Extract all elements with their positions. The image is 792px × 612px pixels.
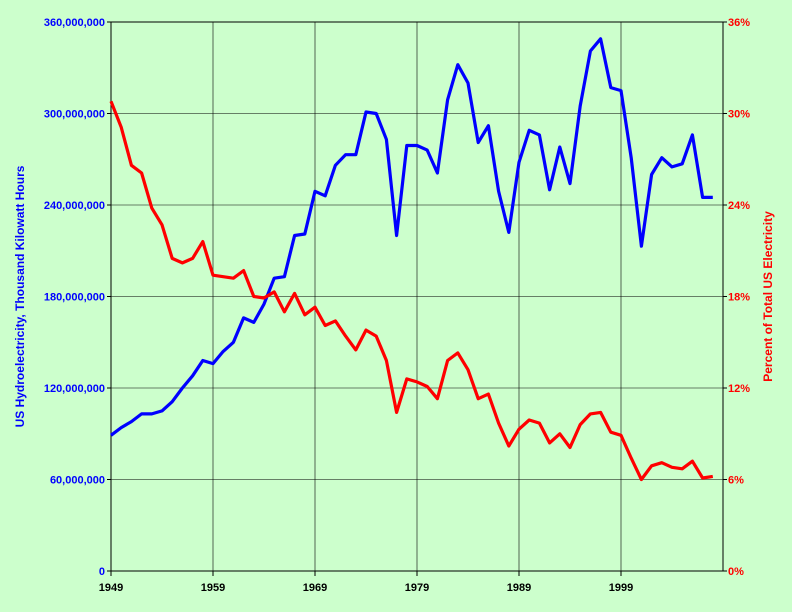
right-axis-tick-labels: 0% 6% 12% 18% 24% 30% 36%	[723, 17, 750, 578]
left-axis-title: US Hydroelectricity, Thousand Kilowatt H…	[13, 165, 27, 427]
hydroelectricity-kwh-line	[110, 37, 713, 437]
x-axis-tick-labels: 1949 1959 1969 1979 1989 1999	[99, 571, 633, 594]
right-tick-label: 6%	[728, 475, 744, 487]
left-axis-tick-labels: 0 60,000,000 120,000,000 180,000,000 240,000…	[44, 17, 111, 578]
gridlines	[111, 22, 723, 571]
x-tick-label: 1969	[303, 582, 327, 594]
right-tick-label: 24%	[728, 200, 750, 212]
right-tick-label: 36%	[728, 17, 750, 29]
x-tick-label: 1979	[405, 582, 429, 594]
left-tick-label: 240,000,000	[44, 200, 105, 212]
right-tick-label: 30%	[728, 109, 750, 121]
left-tick-label: 360,000,000	[44, 17, 105, 29]
right-axis-title: Percent of Total US Electricity	[761, 211, 775, 382]
series-lines	[109, 37, 714, 482]
x-tick-label: 1989	[507, 582, 531, 594]
left-tick-label: 180,000,000	[44, 292, 105, 304]
x-tick-label: 1959	[201, 582, 225, 594]
left-tick-label: 0	[99, 566, 105, 578]
right-tick-label: 12%	[728, 383, 750, 395]
x-tick-label: 1949	[99, 582, 123, 594]
left-tick-label: 60,000,000	[50, 475, 105, 487]
x-tick-label: 1999	[609, 582, 633, 594]
left-tick-label: 120,000,000	[44, 383, 105, 395]
right-tick-label: 18%	[728, 292, 750, 304]
right-tick-label: 0%	[728, 566, 744, 578]
percent-of-total-line	[109, 100, 714, 482]
left-tick-label: 300,000,000	[44, 109, 105, 121]
